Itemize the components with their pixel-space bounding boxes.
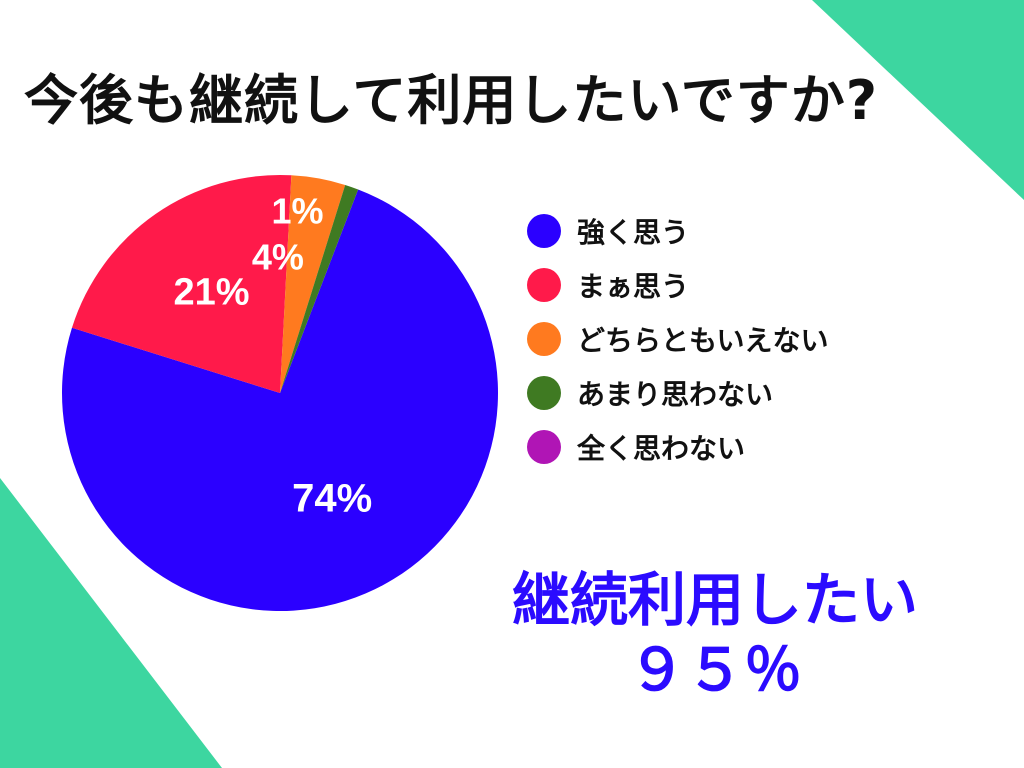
legend-label: まぁ思う — [577, 270, 690, 303]
legend-item: あまり思わない — [527, 366, 828, 420]
legend-swatch — [527, 214, 561, 248]
legend-swatch — [527, 268, 561, 302]
legend-item: まぁ思う — [527, 258, 828, 312]
bottom-left-green-triangle — [0, 478, 222, 768]
pie-slice — [71, 175, 292, 393]
pie-chart: 74% 21%4%1% — [61, 175, 499, 611]
legend-swatch — [527, 376, 561, 410]
slice-percent-label: 21% — [174, 272, 250, 314]
legend-item: 全く思わない — [527, 420, 828, 474]
chart-title: 今後も継続して利用したいですか? — [24, 69, 879, 132]
legend-item: 強く思う — [527, 204, 828, 258]
pie-slice — [280, 175, 346, 393]
pie-slice — [280, 184, 359, 393]
legend-swatch — [527, 430, 561, 464]
legend-swatch — [527, 322, 561, 356]
top-right-green-triangle — [812, 0, 1024, 200]
chart-legend: 強く思うまぁ思うどちらともいえない あまり思わない 全く思わない — [527, 204, 828, 474]
legend-label: あまり思わない — [577, 378, 774, 411]
slice-percent-label: 74% — [292, 477, 372, 521]
legend-label: 強く思う — [577, 216, 690, 249]
slice-percent-label: 4% — [252, 236, 304, 277]
summary-callout: 継続利用したい ９５％ — [480, 565, 950, 705]
pie-slice — [61, 189, 499, 611]
summary-value: ９５％ — [627, 636, 802, 704]
legend-label: 全く思わない — [577, 432, 746, 465]
summary-label: 継続利用したい — [511, 566, 918, 634]
slice-percent-label: 1% — [271, 191, 323, 232]
legend-item: どちらともいえない — [527, 312, 828, 366]
legend-label: どちらともいえない — [577, 324, 829, 357]
